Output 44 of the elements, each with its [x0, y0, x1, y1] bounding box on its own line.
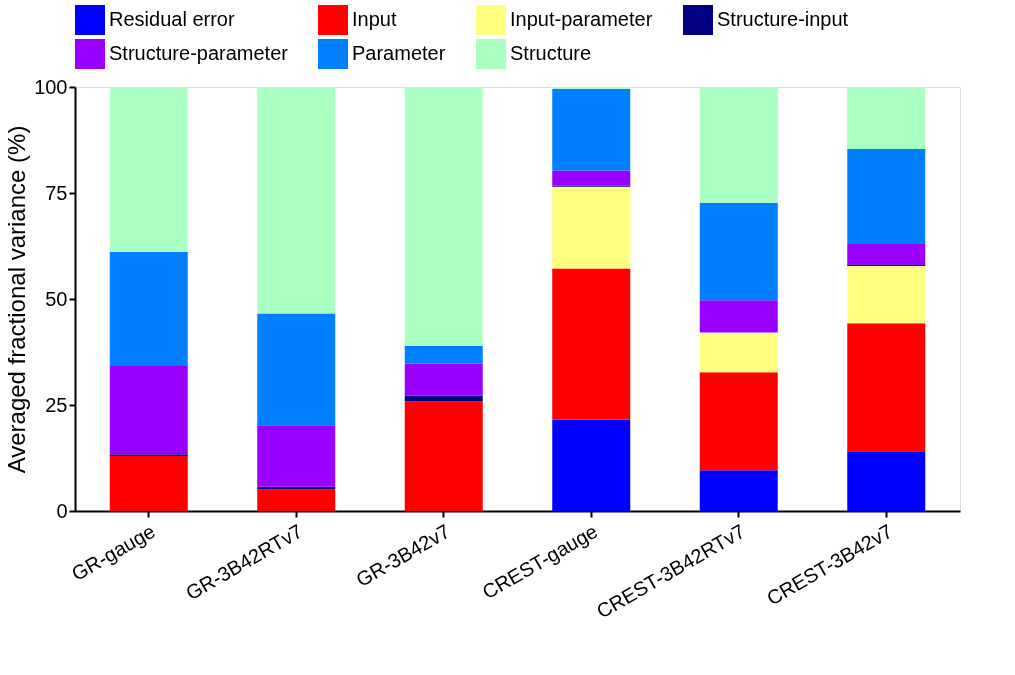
bar	[257, 313, 336, 426]
bar	[552, 89, 631, 171]
bar	[404, 395, 483, 402]
bar	[257, 87, 336, 314]
legend-label: Structure	[510, 42, 592, 64]
bar	[404, 87, 483, 346]
bar	[847, 148, 926, 244]
y-tick-label: 0	[56, 499, 68, 522]
bar	[552, 186, 631, 269]
bar	[552, 268, 631, 420]
bar	[109, 365, 188, 455]
bar	[257, 489, 336, 511]
bar	[404, 345, 483, 364]
bar	[552, 170, 631, 186]
legend-label: Input-parameter	[510, 8, 653, 30]
bar	[699, 372, 778, 471]
y-axis-title: Averaged fractional variance (%)	[3, 125, 31, 474]
legend-label: Parameter	[352, 42, 446, 64]
bar	[552, 87, 631, 90]
bar	[847, 87, 926, 149]
legend-label: Structure-parameter	[109, 42, 289, 64]
bar	[109, 455, 188, 511]
y-tick-label: 25	[45, 393, 68, 416]
bar	[847, 243, 926, 266]
y-tick-label: 50	[45, 287, 68, 310]
bar	[847, 265, 926, 324]
bar	[699, 332, 778, 373]
bar	[699, 300, 778, 333]
bar	[847, 451, 926, 511]
legend-label: Structure-input	[717, 8, 849, 30]
bar	[552, 419, 631, 511]
legend-label: Residual error	[109, 8, 235, 30]
bar	[109, 251, 188, 366]
y-tick-label: 75	[45, 181, 68, 204]
legend-label: Input	[352, 8, 397, 30]
bar	[404, 401, 483, 511]
bar	[847, 323, 926, 452]
bar	[257, 425, 336, 487]
bar	[109, 87, 188, 252]
y-tick-label: 100	[34, 75, 68, 98]
bar	[699, 470, 778, 511]
bar	[699, 202, 778, 301]
bar	[699, 87, 778, 203]
bar	[404, 363, 483, 396]
